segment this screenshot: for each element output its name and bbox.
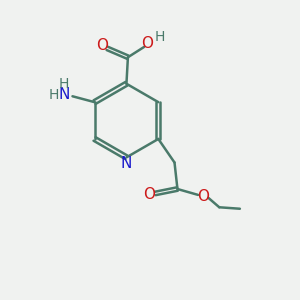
Text: H: H [154,30,165,44]
Text: O: O [96,38,108,53]
Text: O: O [197,189,209,204]
Text: N: N [121,156,132,171]
Text: O: O [143,187,155,202]
Text: N: N [58,87,70,102]
Text: O: O [141,37,153,52]
Text: H: H [48,88,59,102]
Text: H: H [59,77,69,91]
